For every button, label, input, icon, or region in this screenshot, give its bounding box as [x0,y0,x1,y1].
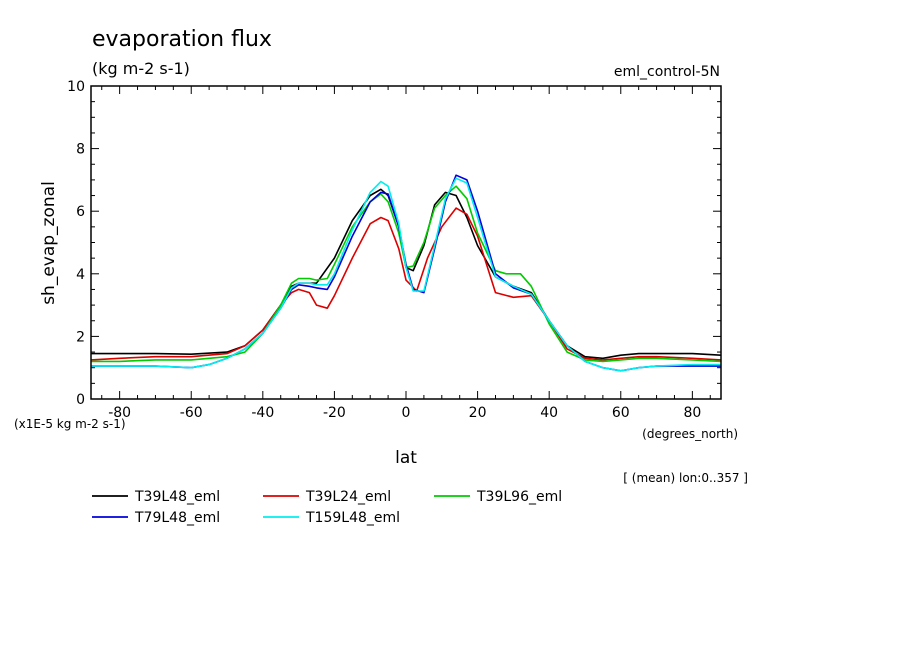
legend: T39L48_eml T39L24_eml T39L96_eml T79L48_eml… [92,489,562,526]
x-tick-label: -40 [251,405,274,421]
y-tick-label: 4 [76,267,85,283]
x-tick-label: -80 [108,405,131,421]
y-tick-label: 8 [76,142,85,158]
x-tick-label: 60 [612,405,630,421]
legend-label: T39L48_eml [134,489,220,505]
x-tick-label: -60 [180,405,203,421]
chart-subtitle: (kg m-2 s-1) [92,59,190,78]
x-tick-label: 40 [540,405,558,421]
series-line-t39l96-eml [91,185,722,363]
y-tick-label: 2 [76,329,85,345]
y-units-label: (x1E-5 kg m-2 s-1) [14,417,126,431]
y-tick-label: 0 [76,392,85,408]
x-axis-label: lat [395,448,417,468]
legend-label: T39L24_eml [305,489,391,505]
y-axis-label: sh_evap_zonal [39,181,59,305]
plot-frame [90,85,722,400]
legend-label: T79L48_eml [134,510,220,526]
experiment-label: eml_control-5N [614,64,720,80]
legend-label: T39L96_eml [476,489,562,505]
x-tick-label: 20 [469,405,487,421]
series-line-t39l24-eml [90,207,722,361]
series-line-t79l48-eml [91,174,721,372]
x-tick-label: 0 [402,405,411,421]
averaging-note: [ (mean) lon:0..357 ] [623,471,748,485]
y-tick-label: 6 [76,204,85,220]
chart-title: evaporation flux [92,27,272,52]
x-tick-label: 80 [683,405,701,421]
y-tick-label: 10 [67,79,85,95]
x-tick-label: -20 [323,405,346,421]
series-line-t159l48-eml [91,177,721,372]
x-units-label: (degrees_north) [642,427,738,441]
legend-label: T159L48_eml [305,510,400,526]
series-layer [90,174,722,372]
series-line-t39l48-eml [91,188,722,360]
